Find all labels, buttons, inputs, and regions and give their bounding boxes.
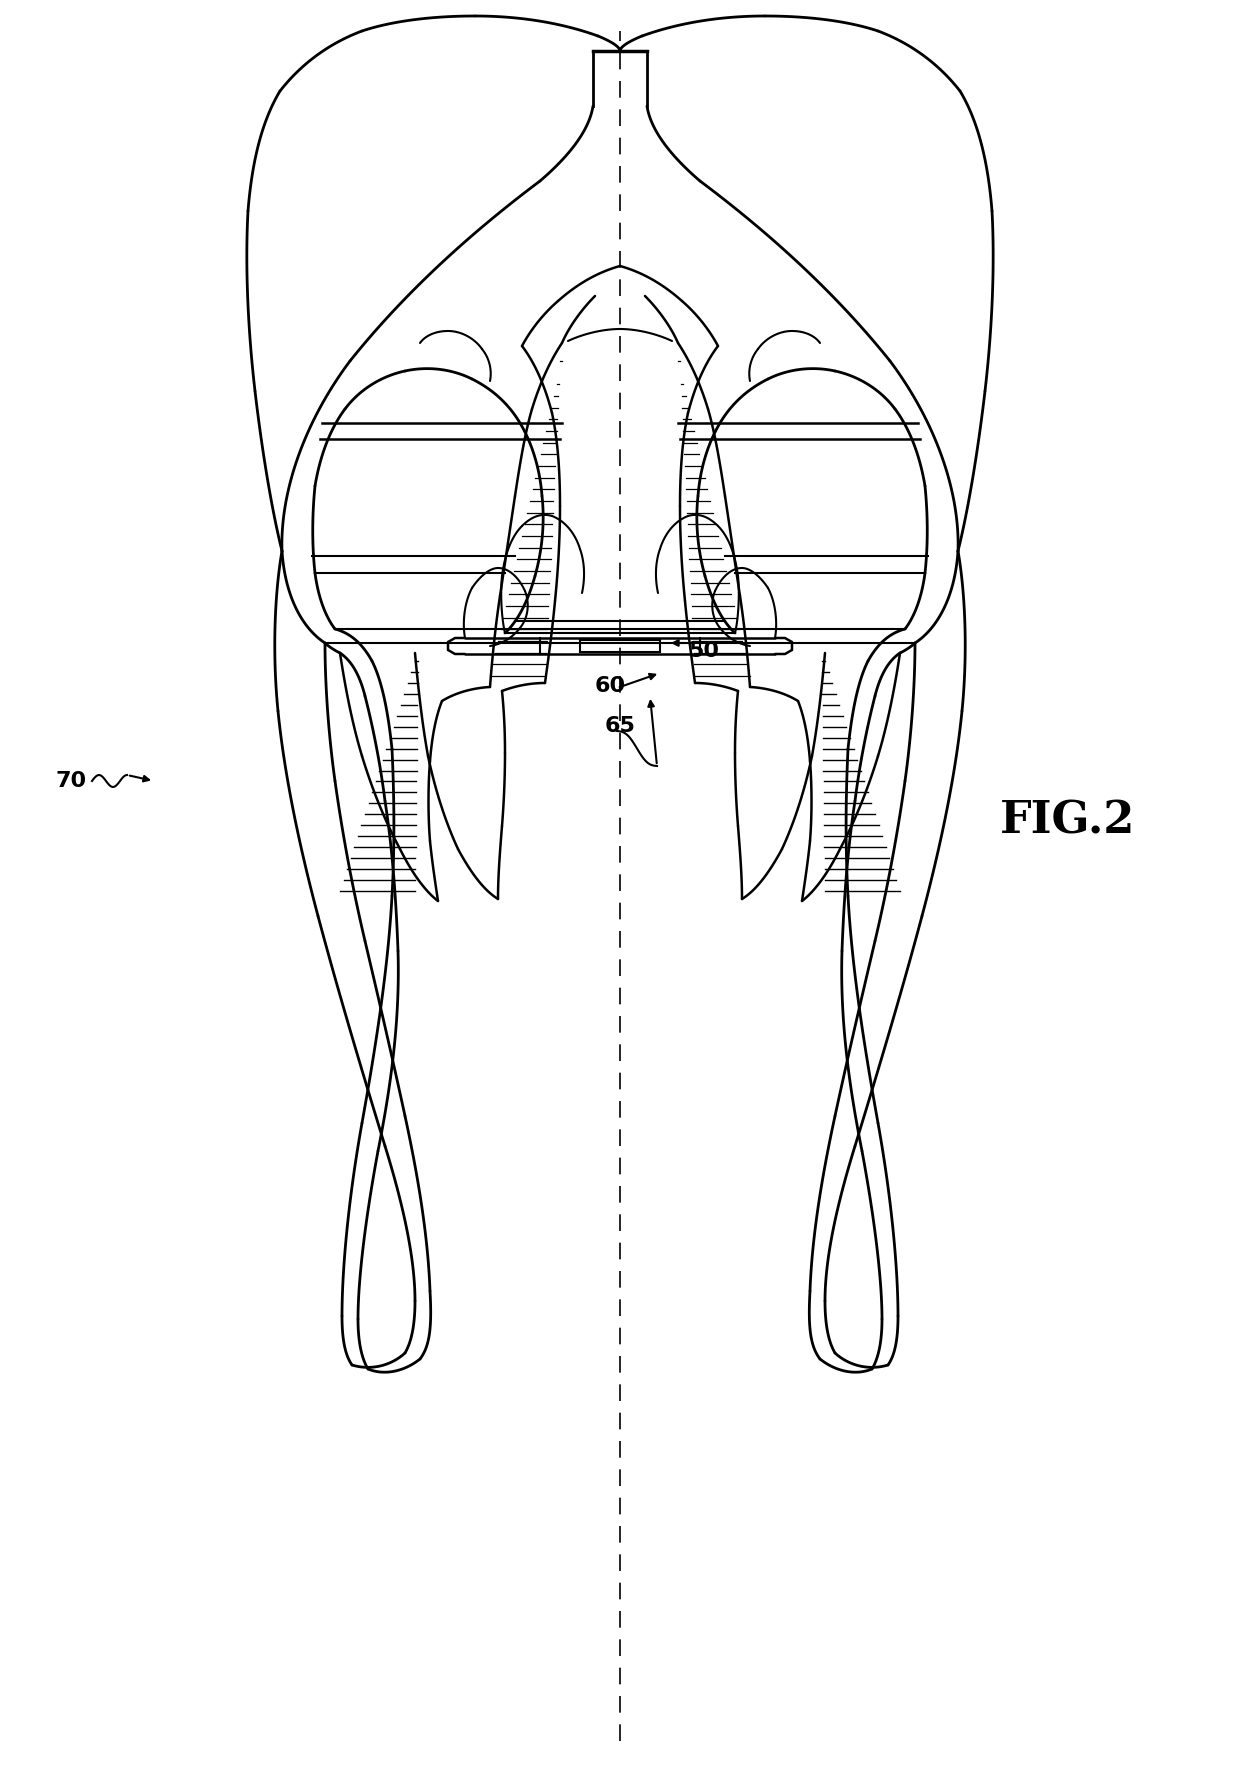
Text: FIG.2: FIG.2 xyxy=(999,799,1136,842)
Text: 65: 65 xyxy=(605,716,636,736)
Text: 50: 50 xyxy=(688,641,719,661)
Text: 70: 70 xyxy=(56,770,87,792)
Text: 60: 60 xyxy=(595,675,626,697)
